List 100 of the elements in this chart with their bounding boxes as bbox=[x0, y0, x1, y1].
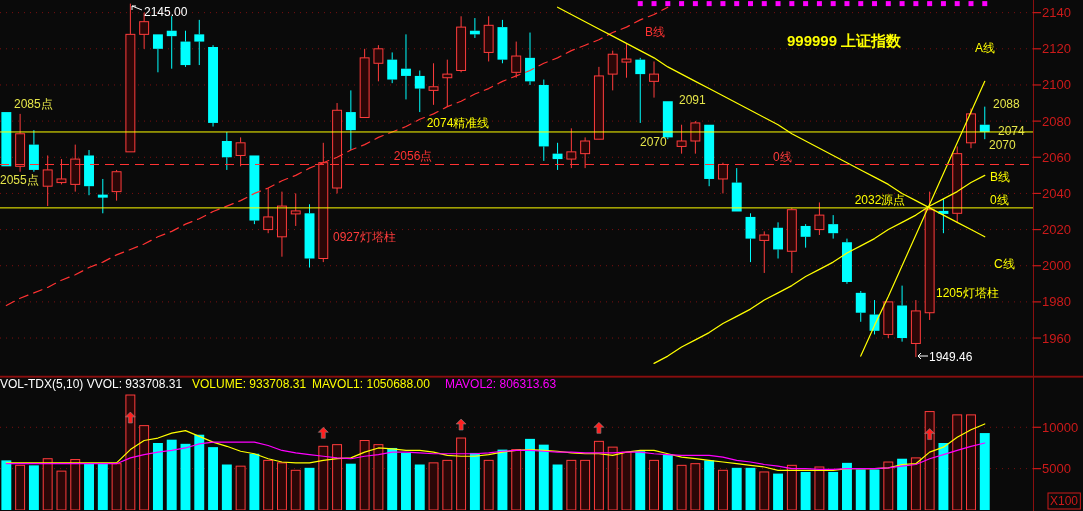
candlestick bbox=[70, 144, 81, 193]
bar bbox=[910, 457, 921, 510]
bar bbox=[855, 469, 866, 510]
bar bbox=[276, 462, 287, 510]
annotation: 2085点 bbox=[14, 97, 53, 111]
bar bbox=[139, 425, 150, 510]
y-tick-label: 2020 bbox=[1042, 222, 1071, 238]
y-tick-label: 2140 bbox=[1042, 5, 1071, 21]
candlestick bbox=[828, 214, 839, 240]
annotation: 2070 bbox=[989, 138, 1017, 152]
candlestick bbox=[897, 285, 908, 343]
bar bbox=[401, 452, 411, 510]
bar bbox=[97, 463, 108, 510]
bar bbox=[649, 459, 659, 510]
bar bbox=[497, 449, 508, 510]
y-tick-label: 1960 bbox=[1042, 330, 1071, 346]
bar bbox=[456, 437, 467, 510]
bar bbox=[745, 467, 756, 510]
bar bbox=[580, 459, 591, 510]
bar bbox=[731, 467, 742, 510]
bar bbox=[194, 434, 205, 510]
annotation: 0线 bbox=[990, 193, 1009, 207]
candlestick bbox=[800, 223, 811, 249]
candlestick bbox=[717, 162, 728, 194]
bar bbox=[828, 471, 839, 510]
bar bbox=[566, 459, 577, 510]
bar bbox=[359, 440, 370, 510]
bar bbox=[166, 439, 177, 510]
bar bbox=[318, 445, 329, 510]
bar bbox=[814, 466, 825, 510]
bar bbox=[538, 444, 549, 510]
bar bbox=[621, 451, 632, 510]
candlestick bbox=[28, 129, 39, 173]
annotation: 0线 bbox=[773, 150, 792, 164]
candlestick bbox=[842, 238, 852, 285]
bar bbox=[552, 464, 563, 510]
bar bbox=[938, 443, 949, 510]
bar bbox=[593, 440, 604, 510]
bar bbox=[332, 444, 343, 510]
candlestick bbox=[745, 212, 756, 263]
bar bbox=[704, 460, 715, 510]
bar bbox=[511, 449, 522, 510]
annotation: 1949.46 bbox=[929, 350, 973, 364]
bar bbox=[152, 443, 163, 510]
bar bbox=[800, 471, 811, 510]
series-label: B线 bbox=[990, 170, 1011, 184]
bar bbox=[469, 452, 480, 510]
bar bbox=[304, 467, 315, 510]
candlestick bbox=[276, 191, 287, 258]
candlestick bbox=[428, 62, 439, 106]
bar bbox=[125, 394, 136, 510]
bar bbox=[662, 454, 673, 510]
candlestick bbox=[456, 15, 467, 73]
y-tick-label: 10000 bbox=[1042, 419, 1079, 435]
y-tick-label: 2100 bbox=[1042, 77, 1071, 93]
bar bbox=[525, 438, 535, 510]
bar bbox=[883, 461, 894, 510]
candlestick bbox=[166, 15, 177, 70]
text: MAVOL2: 806313.63 bbox=[445, 377, 557, 391]
bar bbox=[897, 458, 908, 510]
text: X100 bbox=[1050, 494, 1079, 508]
text: MAVOL1: 1050688.00 bbox=[312, 377, 431, 391]
bar bbox=[1, 460, 12, 510]
candlestick bbox=[345, 89, 356, 151]
y-tick-label: 5000 bbox=[1042, 461, 1071, 477]
candlestick bbox=[649, 60, 659, 99]
bar bbox=[373, 444, 384, 510]
bar bbox=[759, 471, 770, 510]
bar bbox=[676, 464, 687, 510]
candlestick bbox=[84, 149, 94, 196]
bar bbox=[966, 414, 976, 510]
text: 2088 bbox=[993, 97, 1021, 111]
bar bbox=[786, 464, 797, 510]
candlestick bbox=[208, 44, 219, 128]
ref-line-label: 2032源点 bbox=[854, 192, 906, 207]
y-tick-label: 2000 bbox=[1042, 258, 1071, 274]
bar bbox=[717, 469, 728, 510]
bar bbox=[208, 447, 219, 510]
bar bbox=[249, 453, 260, 510]
bar bbox=[263, 459, 274, 510]
annotation: 0927灯塔柱 bbox=[333, 230, 396, 244]
y-tick-label: 2080 bbox=[1042, 113, 1071, 129]
bar bbox=[842, 462, 852, 510]
bar bbox=[290, 469, 301, 510]
bar bbox=[690, 463, 701, 510]
text: 999999 上证指数 bbox=[787, 32, 903, 49]
bar bbox=[979, 433, 990, 510]
bar bbox=[345, 463, 356, 510]
bar bbox=[15, 464, 26, 510]
bar bbox=[235, 465, 246, 510]
bar bbox=[773, 473, 784, 510]
candlestick bbox=[442, 59, 453, 108]
bar bbox=[70, 459, 81, 510]
chart-title: VOL-TDX(5,10) VVOL: 933708.31 bbox=[0, 377, 183, 391]
series-label: C线 bbox=[994, 257, 1015, 271]
bar bbox=[42, 458, 53, 510]
candlestick bbox=[194, 19, 205, 66]
text: A线 bbox=[975, 41, 996, 55]
candlestick bbox=[635, 57, 646, 124]
bar bbox=[635, 451, 646, 510]
